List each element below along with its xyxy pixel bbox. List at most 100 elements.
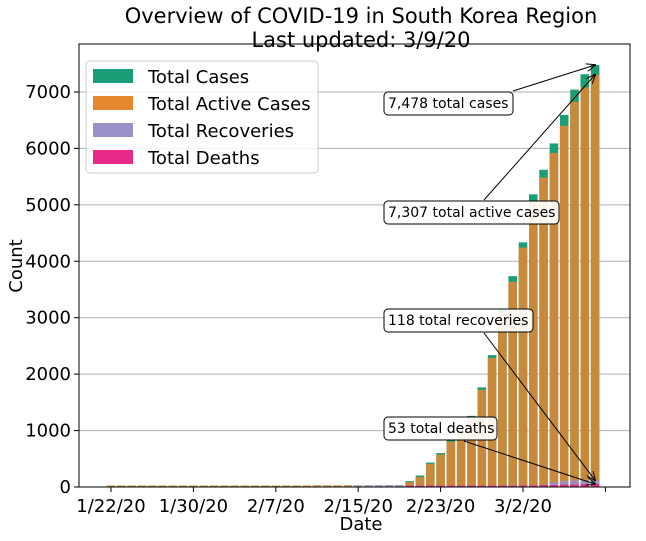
bar-total-active-cases xyxy=(312,485,322,487)
bar-total-deaths xyxy=(508,485,517,487)
legend: Total Cases Total Active Cases Total Recov… xyxy=(85,60,319,174)
bar-total-recoveries xyxy=(559,480,569,487)
bar-total-active-cases xyxy=(333,485,342,487)
legend-label: Total Deaths xyxy=(147,148,260,169)
legend-swatch xyxy=(93,150,133,164)
bar-total-deaths xyxy=(487,485,497,487)
chart-title: Overview of COVID-19 in South Korea Regi… xyxy=(125,4,598,28)
annotation-arrow xyxy=(483,75,595,201)
bar-total-active-cases xyxy=(549,152,559,487)
legend-swatch xyxy=(93,69,133,83)
annotation-box xyxy=(383,308,534,333)
bar-total-active-cases xyxy=(178,485,188,487)
bar-total-recoveries xyxy=(570,480,579,487)
y-axis: 0 1000 2000 3000 4000 5000 6000 7000 xyxy=(25,82,79,498)
legend-swatch xyxy=(93,123,133,137)
bar-total-deaths xyxy=(426,485,435,487)
y-tick-label: 7000 xyxy=(25,82,71,103)
y-tick-label: 1000 xyxy=(25,421,71,442)
annotation-label: 53 total deaths xyxy=(388,421,494,437)
bar-total-active-cases xyxy=(559,125,569,488)
x-tick-label: 2/23/20 xyxy=(406,496,475,517)
y-tick-label: 3000 xyxy=(25,308,71,329)
bar-total-active-cases xyxy=(590,74,600,487)
y-tick-label: 5000 xyxy=(25,195,71,216)
bar-total-active-cases xyxy=(189,485,198,487)
bar-total-recoveries xyxy=(374,485,384,487)
bar-total-active-cases xyxy=(426,463,435,487)
bars-group xyxy=(106,64,600,488)
bar-total-deaths xyxy=(405,485,414,487)
bar-total-active-cases xyxy=(220,485,229,487)
x-tick-label: 1/30/20 xyxy=(159,496,228,517)
y-tick-label: 0 xyxy=(60,477,71,498)
bar-total-active-cases xyxy=(343,485,353,487)
annotation-box xyxy=(383,91,514,116)
bar-total-deaths xyxy=(529,485,538,487)
bar-total-deaths xyxy=(549,485,559,487)
bar-total-active-cases xyxy=(117,485,126,487)
bar-total-active-cases xyxy=(250,485,260,487)
bar-total-active-cases xyxy=(158,485,167,487)
bar-total-deaths xyxy=(559,484,569,487)
bar-total-deaths xyxy=(498,485,507,487)
bar-total-active-cases xyxy=(302,485,311,487)
bar-total-recoveries xyxy=(353,485,363,487)
bar-total-active-cases xyxy=(199,485,208,487)
bar-total-recoveries xyxy=(384,485,394,487)
bar-total-active-cases xyxy=(436,454,445,487)
bar-total-active-cases xyxy=(137,485,147,487)
annotations: 7,478 total cases 7,307 total active case… xyxy=(383,65,595,484)
bar-total-active-cases xyxy=(456,433,466,487)
bar-total-active-cases xyxy=(467,417,476,487)
bar-total-recoveries xyxy=(364,485,373,487)
bar-total-deaths xyxy=(467,485,476,487)
annotation-arrow xyxy=(512,65,595,92)
bar-total-active-cases xyxy=(539,177,548,487)
annotation-label: 7,307 total active cases xyxy=(388,205,555,221)
y-axis-label: Count xyxy=(6,239,27,292)
annotation-arrow xyxy=(463,440,595,484)
y-tick-label: 4000 xyxy=(25,251,71,272)
bar-total-active-cases xyxy=(518,247,528,487)
bar-total-deaths xyxy=(518,485,528,487)
bar-total-active-cases xyxy=(292,485,301,487)
x-tick-label: 2/7/20 xyxy=(247,496,305,517)
bar-total-active-cases xyxy=(529,201,538,487)
bar-total-active-cases xyxy=(415,476,425,487)
legend-label: Total Active Cases xyxy=(147,94,311,115)
bar-total-active-cases xyxy=(147,485,157,487)
bar-total-recoveries xyxy=(549,482,559,487)
bar-total-recoveries xyxy=(395,485,404,487)
bar-total-active-cases xyxy=(261,485,270,487)
chart-subtitle: Last updated: 3/9/20 xyxy=(251,28,470,52)
bar-total-active-cases xyxy=(106,485,116,487)
bar-total-active-cases xyxy=(127,485,136,487)
y-tick-label: 2000 xyxy=(25,364,71,385)
bar-total-active-cases xyxy=(405,482,414,487)
legend-box xyxy=(85,60,319,174)
bar-total-active-cases xyxy=(446,441,456,487)
legend-swatch xyxy=(93,96,133,110)
bar-total-deaths xyxy=(415,485,425,487)
bar-total-active-cases xyxy=(281,485,291,487)
bar-total-deaths xyxy=(456,485,466,487)
bar-total-active-cases xyxy=(271,485,281,487)
bar-total-deaths xyxy=(446,485,456,487)
bar-total-active-cases xyxy=(508,281,517,487)
legend-label: Total Cases xyxy=(147,67,249,88)
bar-total-active-cases xyxy=(323,485,332,487)
bar-total-deaths xyxy=(590,484,600,487)
bar-total-active-cases xyxy=(240,485,250,487)
annotation-label: 118 total recoveries xyxy=(388,313,528,329)
x-tick-label: 1/22/20 xyxy=(76,496,145,517)
bar-total-active-cases xyxy=(580,87,590,487)
x-tick-label: 2/15/20 xyxy=(324,496,393,517)
bar-total-deaths xyxy=(539,485,548,487)
x-axis: 1/22/20 1/30/20 2/7/20 2/15/20 2/23/20 3/2/20 xyxy=(76,487,606,517)
bar-total-deaths xyxy=(436,485,445,487)
bar-total-active-cases xyxy=(209,485,219,487)
bar-total-deaths xyxy=(477,485,487,487)
x-axis-label: Date xyxy=(339,514,382,535)
